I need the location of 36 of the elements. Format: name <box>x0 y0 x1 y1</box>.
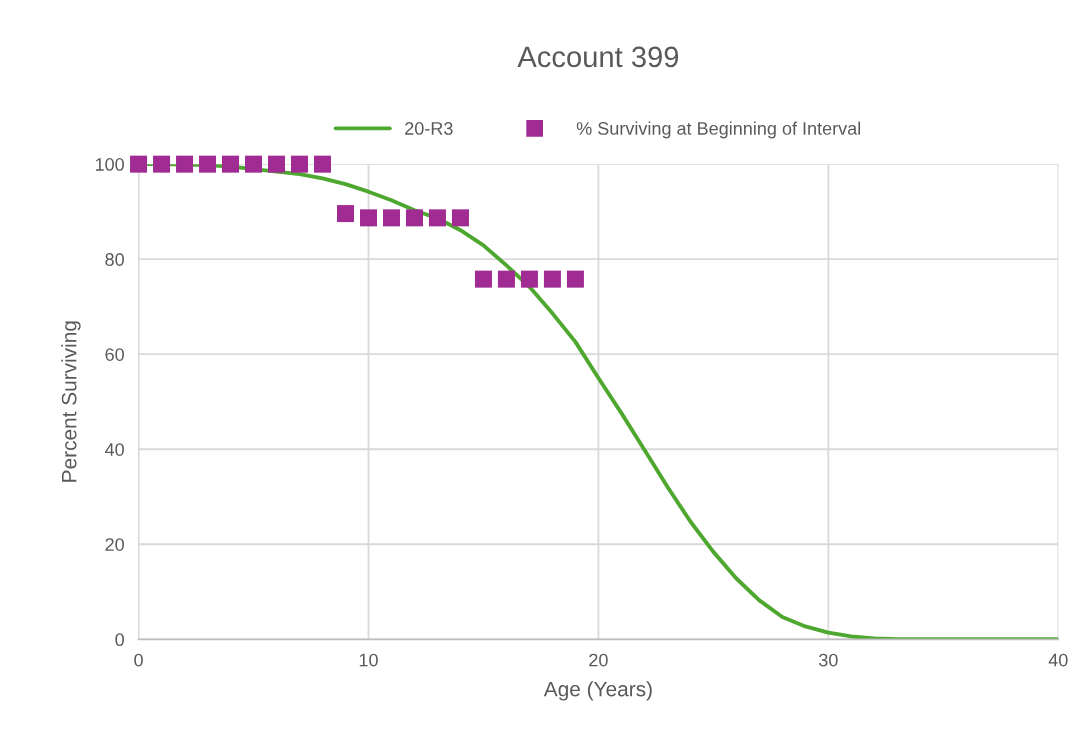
y-tick-label: 80 <box>105 253 124 266</box>
point <box>451 209 469 227</box>
point <box>359 209 377 227</box>
y-tick-label: 40 <box>105 443 124 456</box>
point <box>313 155 332 173</box>
point <box>428 209 446 227</box>
y-tick-label: 20 <box>105 538 124 551</box>
legend-label: % Surviving at Beginning of Interval <box>576 121 861 139</box>
x-tick-label: 0 <box>134 653 143 667</box>
point <box>497 270 515 288</box>
x-tick-label: 10 <box>359 653 378 667</box>
point <box>520 270 538 288</box>
x-axis-title: Age (Years) <box>543 681 652 701</box>
point <box>268 155 286 173</box>
chart-title: Account 399 <box>517 46 679 68</box>
y-tick-label: 0 <box>115 633 124 647</box>
point <box>543 270 561 288</box>
x-tick-label: 40 <box>1048 653 1068 667</box>
point <box>153 155 171 173</box>
point <box>382 209 400 227</box>
legend-label: 20-R3 <box>405 122 453 135</box>
point <box>176 155 194 173</box>
y-tick-label: 60 <box>105 348 124 361</box>
point <box>336 205 354 223</box>
y-axis-title: Percent Surviving <box>61 321 81 482</box>
point <box>566 270 584 288</box>
point <box>405 209 423 227</box>
point <box>474 270 492 288</box>
point <box>245 155 263 173</box>
point <box>199 155 217 173</box>
point <box>222 155 240 173</box>
x-tick-label: 30 <box>818 653 838 667</box>
y-tick-label: 100 <box>95 158 124 171</box>
x-tick-label: 20 <box>589 653 608 667</box>
point <box>291 155 309 173</box>
point <box>130 155 148 173</box>
